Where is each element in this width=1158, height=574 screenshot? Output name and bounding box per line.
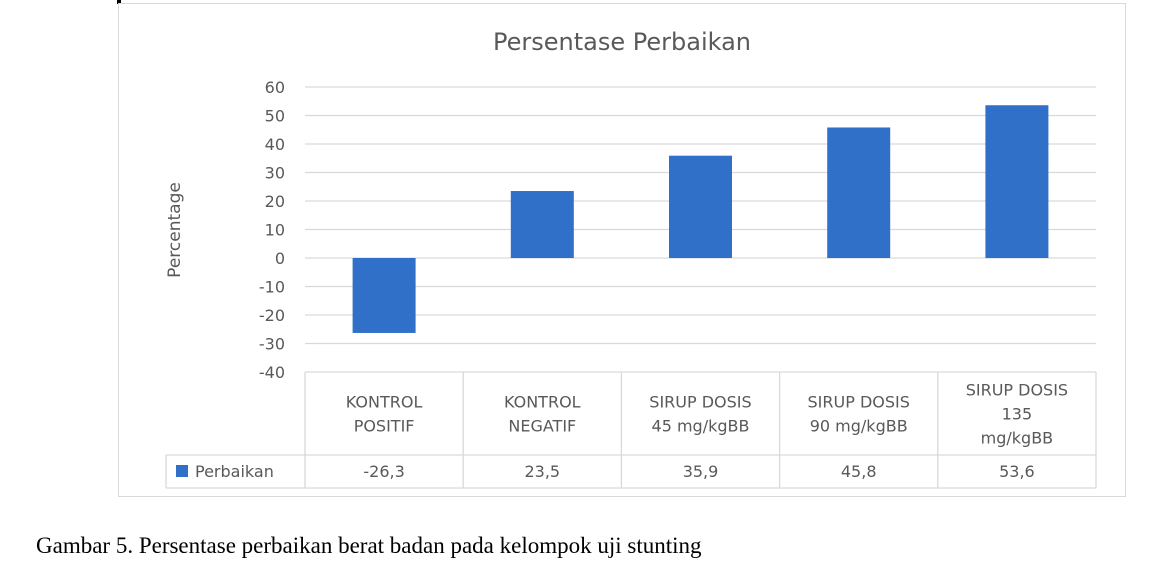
x-category-label-line: 90 mg/kgBB bbox=[810, 417, 908, 436]
x-category-label: KONTROL POSITIF bbox=[346, 393, 423, 436]
bar bbox=[352, 258, 416, 333]
y-tick-label: 0 bbox=[275, 249, 285, 268]
x-category-label-line: mg/kgBB bbox=[981, 429, 1054, 448]
x-category-label-line: 45 mg/kgBB bbox=[652, 417, 750, 436]
legend-swatch bbox=[176, 465, 188, 477]
y-axis-ticks: 60 50 40 30 20 10 0 -10 -20 -30 -40 bbox=[259, 78, 285, 382]
y-tick-label: 30 bbox=[265, 164, 285, 183]
x-category-label-line: NEGATIF bbox=[508, 417, 576, 436]
x-category-label: KONTROL NEGATIF bbox=[504, 393, 581, 436]
bars bbox=[352, 105, 1049, 333]
x-category-label-line: SIRUP DOSIS bbox=[808, 393, 910, 412]
data-value-label: 53,6 bbox=[999, 462, 1035, 481]
x-category-label: SIRUP DOSIS 90 mg/kgBB bbox=[808, 393, 910, 436]
y-tick-label: 20 bbox=[265, 192, 285, 211]
data-value-label: 35,9 bbox=[683, 462, 719, 481]
legend-label: Perbaikan bbox=[195, 462, 274, 481]
data-table: KONTROL POSITIF KONTROL NEGATIF SIRUP DOSIS 4… bbox=[165, 372, 1097, 489]
x-category-label-line: KONTROL bbox=[346, 393, 423, 412]
x-category-label-line: POSITIF bbox=[354, 417, 415, 436]
bar bbox=[510, 191, 574, 258]
corner-mark bbox=[117, 0, 121, 4]
y-tick-label: -20 bbox=[259, 306, 285, 325]
x-category-label: SIRUP DOSIS 135 mg/kgBB bbox=[966, 381, 1068, 448]
y-tick-label: -40 bbox=[259, 363, 285, 382]
bar bbox=[827, 127, 891, 258]
data-value-label: 45,8 bbox=[841, 462, 877, 481]
x-category-label-line: SIRUP DOSIS bbox=[966, 381, 1068, 400]
x-category-label-line: KONTROL bbox=[504, 393, 581, 412]
y-tick-label: 40 bbox=[265, 135, 285, 154]
data-value-label: -26,3 bbox=[363, 462, 404, 481]
y-tick-label: 50 bbox=[265, 107, 285, 126]
x-category-label-line: SIRUP DOSIS bbox=[649, 393, 751, 412]
bar bbox=[669, 155, 732, 258]
x-category-label: SIRUP DOSIS 45 mg/kgBB bbox=[649, 393, 751, 436]
y-tick-label: 10 bbox=[265, 221, 285, 240]
chart-title: Persentase Perbaikan bbox=[493, 28, 751, 56]
x-category-label-line: 135 bbox=[1002, 405, 1033, 424]
bar bbox=[985, 105, 1049, 259]
data-value-label: 23,5 bbox=[524, 462, 560, 481]
y-axis-label: Percentage bbox=[165, 182, 185, 278]
y-tick-label: 60 bbox=[265, 78, 285, 97]
y-tick-label: -10 bbox=[259, 278, 285, 297]
figure-caption: Gambar 5. Persentase perbaikan berat bad… bbox=[36, 533, 702, 558]
y-tick-label: -30 bbox=[259, 335, 285, 354]
